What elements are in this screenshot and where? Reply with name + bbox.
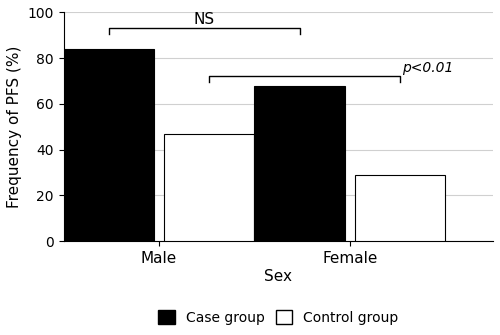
Bar — [254, 86, 345, 241]
Y-axis label: Frequency of PFS (%): Frequency of PFS (%) — [7, 46, 22, 208]
Bar — [64, 49, 154, 241]
X-axis label: Sex: Sex — [264, 269, 292, 284]
Legend: Case group, Control group: Case group, Control group — [152, 305, 404, 330]
Text: NS: NS — [194, 12, 215, 27]
Text: p<0.01: p<0.01 — [402, 61, 454, 75]
Bar — [354, 175, 446, 241]
Bar — [164, 134, 254, 241]
